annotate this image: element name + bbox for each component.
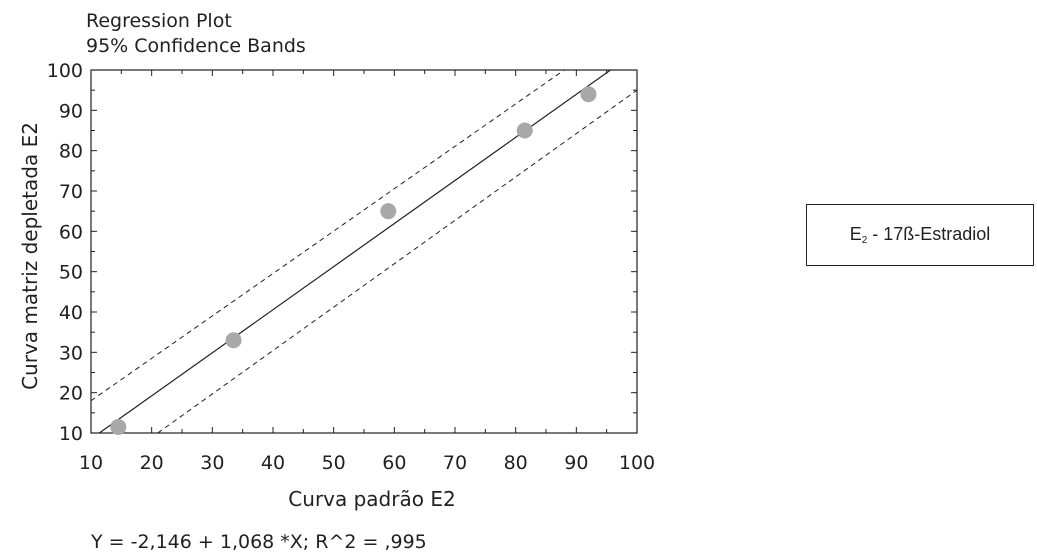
- legend-label-subscript: 2: [861, 235, 868, 246]
- x-tick-label: 50: [322, 452, 346, 474]
- data-point: [110, 418, 127, 435]
- plot-area: 10 20 30 40 50 60 70 80 90 100 10 20 30 40 50 60 70 80 90 1…: [47, 60, 655, 474]
- y-tick-label: 70: [59, 181, 83, 203]
- y-tick-label: 80: [59, 141, 83, 163]
- x-axis-title: Curva padrão E2: [288, 487, 455, 511]
- y-axis-title: Curva matriz depletada E2: [18, 122, 42, 390]
- regression-equation: Y = -2,146 + 1,068 *X; R^2 = ,995: [90, 531, 427, 552]
- data-point: [380, 203, 397, 220]
- x-tick-label: 100: [619, 452, 655, 474]
- y-tick-label: 30: [59, 342, 83, 364]
- y-tick-label: 10: [59, 423, 83, 445]
- x-tick-label: 20: [140, 452, 164, 474]
- plot-frame: [90, 69, 638, 434]
- y-tick-label: 50: [59, 262, 83, 284]
- regression-line: [98, 70, 611, 433]
- legend-label-main: E: [849, 224, 862, 244]
- x-tick-label: 40: [261, 452, 285, 474]
- confidence-band-lower: [157, 89, 637, 433]
- legend-label-rest: - 17ß-Estradiol: [867, 224, 991, 244]
- y-tick-label: 40: [59, 302, 83, 324]
- chart-title: Regression Plot 95% Confidence Bands: [86, 10, 306, 57]
- x-tick-label: 10: [79, 452, 103, 474]
- x-tick-label: 90: [564, 452, 588, 474]
- data-point: [580, 86, 597, 103]
- data-point: [516, 122, 533, 139]
- y-tick-label: 100: [47, 60, 83, 82]
- y-tick-label: 60: [59, 221, 83, 243]
- x-tick-label: 30: [200, 452, 224, 474]
- chart-title-line-1: Regression Plot: [86, 10, 232, 32]
- legend-box: E2 - 17ß-Estradiol: [806, 204, 1034, 266]
- confidence-band-upper: [91, 70, 565, 402]
- data-point: [225, 332, 242, 349]
- y-tick-label: 20: [59, 383, 83, 405]
- x-tick-label: 60: [382, 452, 406, 474]
- y-tick-label: 90: [59, 100, 83, 122]
- legend-label: E2 - 17ß-Estradiol: [850, 224, 991, 246]
- x-tick-label: 80: [504, 452, 528, 474]
- x-tick-label: 70: [443, 452, 467, 474]
- chart-title-line-2: 95% Confidence Bands: [86, 35, 306, 57]
